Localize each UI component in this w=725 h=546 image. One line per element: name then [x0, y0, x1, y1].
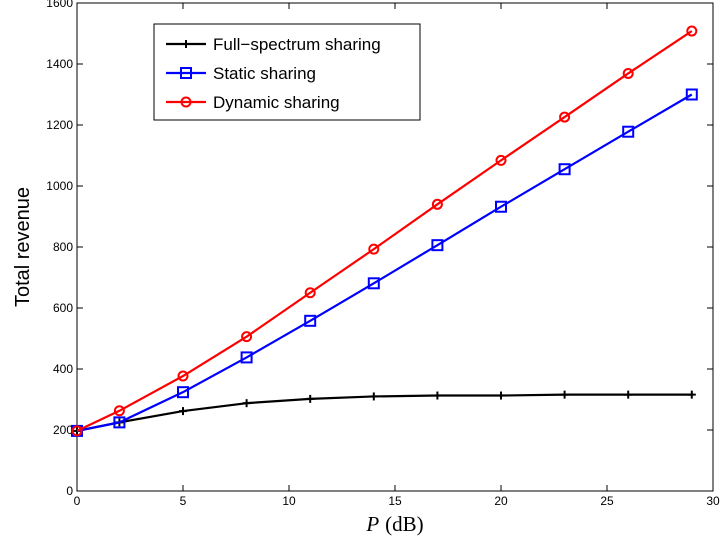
data-point [497, 391, 505, 400]
data-point [242, 399, 251, 408]
legend: Full−spectrum sharing Static sharing Dynam… [153, 23, 421, 121]
data-point [431, 239, 444, 252]
y-tick-label: 0 [66, 484, 73, 498]
x-tick-label: 0 [74, 494, 81, 508]
data-point [495, 200, 507, 213]
data-point [622, 67, 634, 79]
data-point [559, 111, 571, 123]
x-axis-unit: (dB) [385, 512, 424, 536]
data-point [306, 394, 315, 403]
y-tick-label: 200 [53, 423, 73, 437]
y-tick-label: 800 [53, 240, 73, 254]
series-line [76, 93, 693, 432]
data-point [433, 391, 442, 400]
legend-entry: Dynamic sharing [166, 93, 340, 112]
x-tick-label: 30 [706, 494, 720, 508]
y-tick-label: 600 [53, 301, 73, 315]
legend-swatch-marker [180, 67, 192, 79]
data-point [558, 163, 571, 176]
x-tick-label: 20 [494, 494, 508, 508]
data-point [367, 277, 380, 290]
data-point [369, 392, 378, 401]
data-point [495, 154, 507, 166]
data-point [685, 88, 698, 101]
y-tick-label: 1400 [46, 57, 73, 71]
y-tick-label: 1600 [46, 0, 73, 10]
data-point [240, 351, 253, 364]
x-axis-variable: P [365, 512, 379, 536]
series-line [76, 30, 693, 432]
series-layer [71, 25, 698, 437]
legend-swatch-marker [182, 40, 190, 48]
data-point [241, 331, 253, 343]
data-point [560, 390, 569, 399]
legend-label: Full−spectrum sharing [213, 35, 381, 54]
legend-swatch-marker [180, 96, 192, 108]
series-2 [71, 25, 698, 437]
data-point [177, 370, 189, 382]
data-point [113, 405, 125, 417]
data-point [179, 407, 187, 416]
data-point [686, 25, 698, 37]
y-axis-title: Total revenue [12, 187, 34, 307]
series-1 [71, 88, 698, 437]
x-tick-label: 25 [600, 494, 614, 508]
data-point [71, 425, 83, 437]
data-point [304, 287, 316, 299]
data-point [624, 390, 633, 399]
x-tick-label: 15 [388, 494, 402, 508]
x-tick-label: 5 [180, 494, 187, 508]
x-axis-title: P (dB) [365, 512, 423, 536]
legend-entry: Static sharing [166, 64, 316, 83]
y-tick-label: 1000 [46, 179, 73, 193]
legend-label: Dynamic sharing [213, 93, 340, 112]
data-point [304, 314, 317, 327]
x-tick-label: 10 [282, 494, 296, 508]
data-point [622, 125, 635, 138]
y-tick-label: 400 [53, 362, 73, 376]
data-point [431, 198, 443, 210]
data-point [368, 243, 380, 255]
data-point [177, 386, 189, 399]
legend-entry: Full−spectrum sharing [166, 35, 381, 54]
data-point [687, 390, 696, 399]
data-point [113, 416, 126, 429]
y-tick-label: 1200 [46, 118, 73, 132]
axis-ticks: 0 5 10 15 20 25 30 0 200 400 600 800 1000 1200 1400 160… [46, 0, 720, 508]
legend-label: Static sharing [213, 64, 316, 83]
